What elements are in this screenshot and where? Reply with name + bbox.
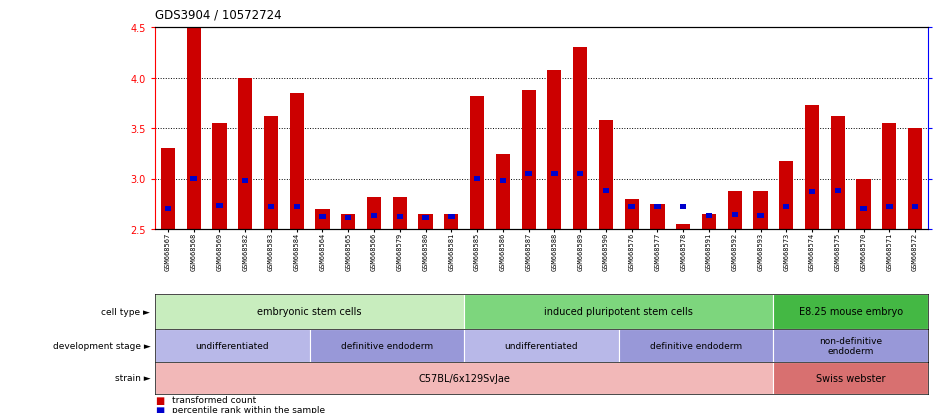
Bar bbox=[242, 178, 248, 184]
Bar bbox=[289, 93, 304, 230]
Bar bbox=[418, 214, 432, 230]
Bar bbox=[294, 205, 300, 210]
Text: E8.25 mouse embryo: E8.25 mouse embryo bbox=[798, 307, 902, 317]
Bar bbox=[912, 205, 918, 210]
Bar bbox=[783, 205, 789, 210]
Bar bbox=[651, 204, 665, 230]
Bar bbox=[315, 209, 329, 230]
Text: definitive endoderm: definitive endoderm bbox=[341, 341, 433, 350]
Bar bbox=[165, 207, 171, 212]
Bar bbox=[599, 121, 613, 230]
Bar bbox=[319, 215, 326, 220]
Bar bbox=[422, 216, 429, 221]
Bar bbox=[779, 162, 794, 230]
Bar bbox=[624, 199, 638, 230]
Text: percentile rank within the sample: percentile rank within the sample bbox=[172, 406, 325, 413]
Text: undifferentiated: undifferentiated bbox=[505, 341, 578, 350]
Bar bbox=[654, 205, 661, 210]
Bar bbox=[521, 90, 535, 230]
Bar bbox=[264, 116, 278, 230]
Text: transformed count: transformed count bbox=[172, 396, 256, 404]
Text: definitive endoderm: definitive endoderm bbox=[650, 341, 742, 350]
Bar bbox=[464, 329, 619, 362]
Bar bbox=[577, 171, 583, 176]
Bar bbox=[908, 129, 922, 230]
Text: ■: ■ bbox=[155, 405, 164, 413]
Bar bbox=[155, 362, 773, 394]
Bar bbox=[367, 197, 381, 230]
Bar bbox=[773, 294, 928, 329]
Text: undifferentiated: undifferentiated bbox=[196, 341, 270, 350]
Bar bbox=[603, 189, 609, 194]
Bar bbox=[393, 197, 407, 230]
Bar bbox=[835, 189, 841, 194]
Bar bbox=[371, 214, 377, 219]
Bar bbox=[345, 216, 351, 221]
Bar bbox=[676, 224, 691, 230]
Bar bbox=[727, 191, 742, 230]
Text: C57BL/6x129SvJae: C57BL/6x129SvJae bbox=[418, 373, 510, 383]
Bar bbox=[448, 215, 455, 220]
Bar bbox=[161, 149, 175, 230]
Bar bbox=[883, 123, 897, 230]
Text: GDS3904 / 10572724: GDS3904 / 10572724 bbox=[155, 8, 282, 21]
Text: development stage ►: development stage ► bbox=[52, 341, 151, 350]
Text: cell type ►: cell type ► bbox=[101, 307, 151, 316]
Bar bbox=[856, 179, 870, 230]
Bar bbox=[500, 178, 506, 184]
Bar bbox=[464, 294, 773, 329]
Bar bbox=[805, 105, 819, 230]
Text: ■: ■ bbox=[155, 395, 164, 405]
Bar bbox=[886, 205, 893, 210]
Bar bbox=[680, 205, 686, 210]
Bar bbox=[732, 213, 738, 218]
Bar bbox=[155, 294, 464, 329]
Bar bbox=[155, 329, 310, 362]
Bar bbox=[702, 214, 716, 230]
Bar bbox=[757, 214, 764, 219]
Bar bbox=[773, 362, 928, 394]
Bar bbox=[216, 204, 223, 209]
Bar bbox=[548, 71, 562, 230]
Text: induced pluripotent stem cells: induced pluripotent stem cells bbox=[545, 307, 694, 317]
Bar bbox=[212, 123, 227, 230]
Bar bbox=[268, 205, 274, 210]
Bar bbox=[753, 191, 768, 230]
Bar bbox=[525, 171, 532, 176]
Bar bbox=[341, 214, 356, 230]
Bar bbox=[619, 329, 773, 362]
Bar bbox=[573, 48, 587, 230]
Bar bbox=[470, 97, 484, 230]
Bar bbox=[186, 28, 200, 230]
Bar bbox=[860, 207, 867, 212]
Bar bbox=[773, 329, 928, 362]
Bar bbox=[238, 78, 253, 230]
Bar bbox=[445, 214, 459, 230]
Bar bbox=[310, 329, 464, 362]
Bar bbox=[474, 176, 480, 182]
Text: embryonic stem cells: embryonic stem cells bbox=[257, 307, 362, 317]
Bar bbox=[190, 176, 197, 182]
Bar bbox=[706, 214, 712, 219]
Bar bbox=[397, 215, 403, 220]
Bar bbox=[831, 116, 845, 230]
Bar bbox=[496, 155, 510, 230]
Text: strain ►: strain ► bbox=[115, 374, 151, 382]
Bar bbox=[628, 205, 635, 210]
Text: non-definitive
endoderm: non-definitive endoderm bbox=[819, 336, 883, 355]
Text: Swiss webster: Swiss webster bbox=[816, 373, 885, 383]
Bar bbox=[809, 190, 815, 195]
Bar bbox=[551, 171, 558, 176]
